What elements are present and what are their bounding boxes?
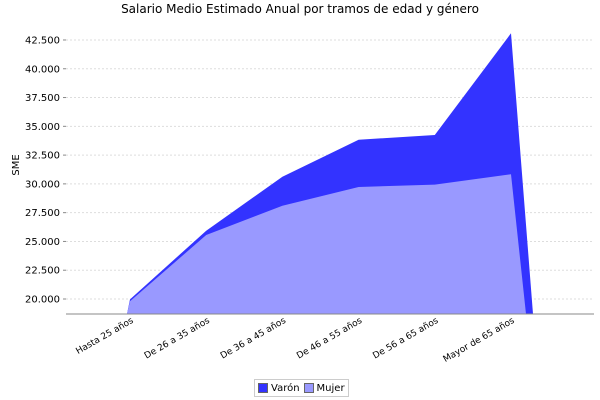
y-tick-label: 40.000 [25, 64, 60, 75]
y-axis-label: SME [11, 154, 22, 175]
x-tick-label: Mayor de 65 años [442, 316, 517, 365]
y-tick-label: 42.500 [25, 35, 60, 46]
x-tick-label: De 36 a 45 años [219, 316, 288, 362]
x-tick-label: De 26 a 35 años [143, 316, 212, 362]
area-mujer [127, 174, 526, 314]
y-tick-label: 25.000 [25, 237, 60, 248]
x-tick-label: Hasta 25 años [75, 316, 136, 357]
legend-swatch-mujer [303, 383, 314, 393]
y-tick-label: 35.000 [25, 122, 60, 133]
legend-swatch-varon [258, 383, 268, 393]
y-tick-label: 32.500 [25, 151, 60, 162]
y-tick-label: 20.000 [25, 295, 60, 306]
y-tick-label: 27.500 [25, 208, 60, 219]
y-tick-label: 37.500 [25, 93, 60, 104]
y-tick-label: 22.500 [25, 266, 60, 277]
legend-item-mujer: Mujer [303, 382, 345, 394]
legend: Varón Mujer [254, 379, 349, 397]
legend-label-varon: Varón [271, 382, 300, 394]
chart-title: Salario Medio Estimado Anual por tramos … [121, 2, 479, 16]
x-tick-label: De 56 a 65 años [371, 316, 440, 362]
legend-label-mujer: Mujer [316, 382, 345, 394]
x-tick-label: De 46 a 55 años [295, 316, 364, 362]
legend-item-varon: Varón [258, 383, 300, 394]
y-tick-label: 30.000 [25, 179, 60, 190]
